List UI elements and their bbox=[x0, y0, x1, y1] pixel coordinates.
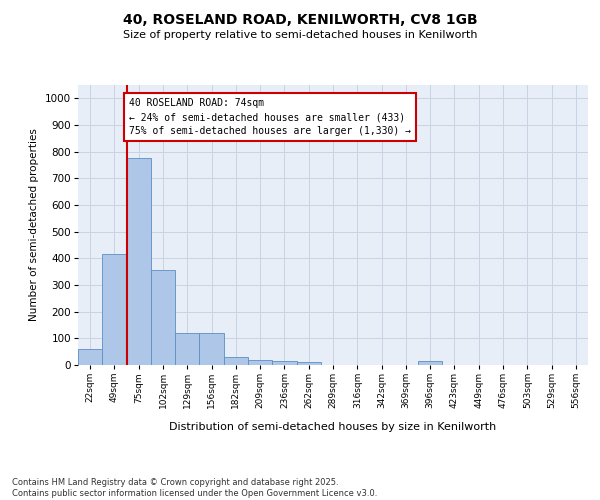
Text: Contains HM Land Registry data © Crown copyright and database right 2025.
Contai: Contains HM Land Registry data © Crown c… bbox=[12, 478, 377, 498]
Bar bbox=[272, 361, 296, 365]
Bar bbox=[224, 357, 248, 365]
Bar bbox=[248, 360, 272, 365]
Text: 40, ROSELAND ROAD, KENILWORTH, CV8 1GB: 40, ROSELAND ROAD, KENILWORTH, CV8 1GB bbox=[122, 12, 478, 26]
Text: Distribution of semi-detached houses by size in Kenilworth: Distribution of semi-detached houses by … bbox=[169, 422, 497, 432]
Text: 40 ROSELAND ROAD: 74sqm
← 24% of semi-detached houses are smaller (433)
75% of s: 40 ROSELAND ROAD: 74sqm ← 24% of semi-de… bbox=[129, 98, 411, 136]
Bar bbox=[199, 333, 224, 365]
Bar bbox=[296, 362, 321, 365]
Bar bbox=[102, 254, 127, 365]
Bar bbox=[418, 361, 442, 365]
Bar bbox=[175, 333, 199, 365]
Bar bbox=[78, 349, 102, 365]
Y-axis label: Number of semi-detached properties: Number of semi-detached properties bbox=[29, 128, 40, 322]
Bar bbox=[151, 270, 175, 365]
Text: Size of property relative to semi-detached houses in Kenilworth: Size of property relative to semi-detach… bbox=[123, 30, 477, 40]
Bar bbox=[127, 158, 151, 365]
